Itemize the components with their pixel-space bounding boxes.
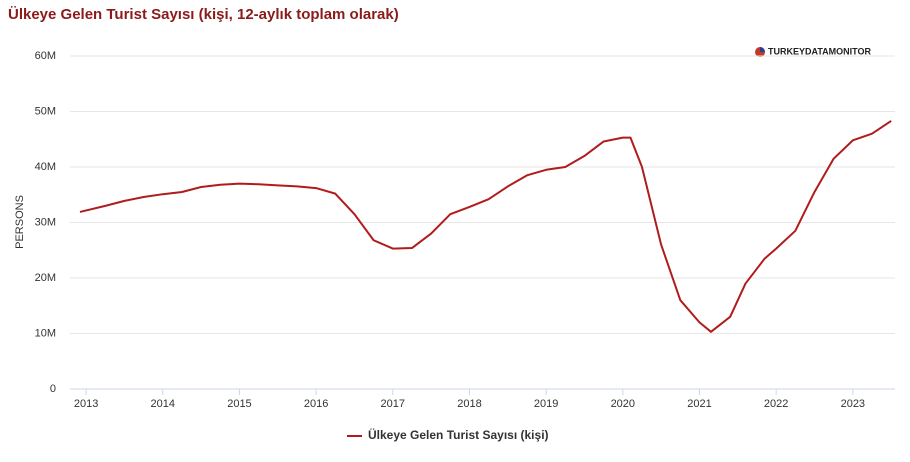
brand: TURKEYDATAMONITOR <box>768 46 871 56</box>
x-tick-label: 2018 <box>457 398 481 410</box>
x-tick-label: 2022 <box>764 398 788 410</box>
x-tick-label: 2021 <box>687 398 711 410</box>
brand-logo-part <box>760 47 765 52</box>
x-tick-label: 2017 <box>381 398 405 410</box>
x-tick-label: 2023 <box>841 398 865 410</box>
y-tick-label: 50M <box>35 105 56 117</box>
y-tick-label: 40M <box>35 161 56 173</box>
x-tick-label: 2020 <box>611 398 635 410</box>
y-tick-label: 0 <box>50 383 56 395</box>
x-tick-label: 2013 <box>74 398 98 410</box>
x-tick-label: 2016 <box>304 398 328 410</box>
legend-label: Ülkeye Gelen Turist Sayısı (kişi) <box>368 427 549 442</box>
y-tick-label: 20M <box>35 272 56 284</box>
y-tick-label: 30M <box>35 216 56 228</box>
line <box>79 120 892 333</box>
chart-title: Ülkeye Gelen Turist Sayısı (kişi, 12-ayl… <box>8 6 399 23</box>
y-tick-label: 60M <box>35 50 56 62</box>
y-tick-label: 10M <box>35 327 56 339</box>
x-tick-label: 2014 <box>151 398 175 410</box>
y-axis-label: PERSONS <box>14 195 26 249</box>
x-tick-label: 2015 <box>227 398 251 410</box>
x-tick-label: 2019 <box>534 398 558 410</box>
